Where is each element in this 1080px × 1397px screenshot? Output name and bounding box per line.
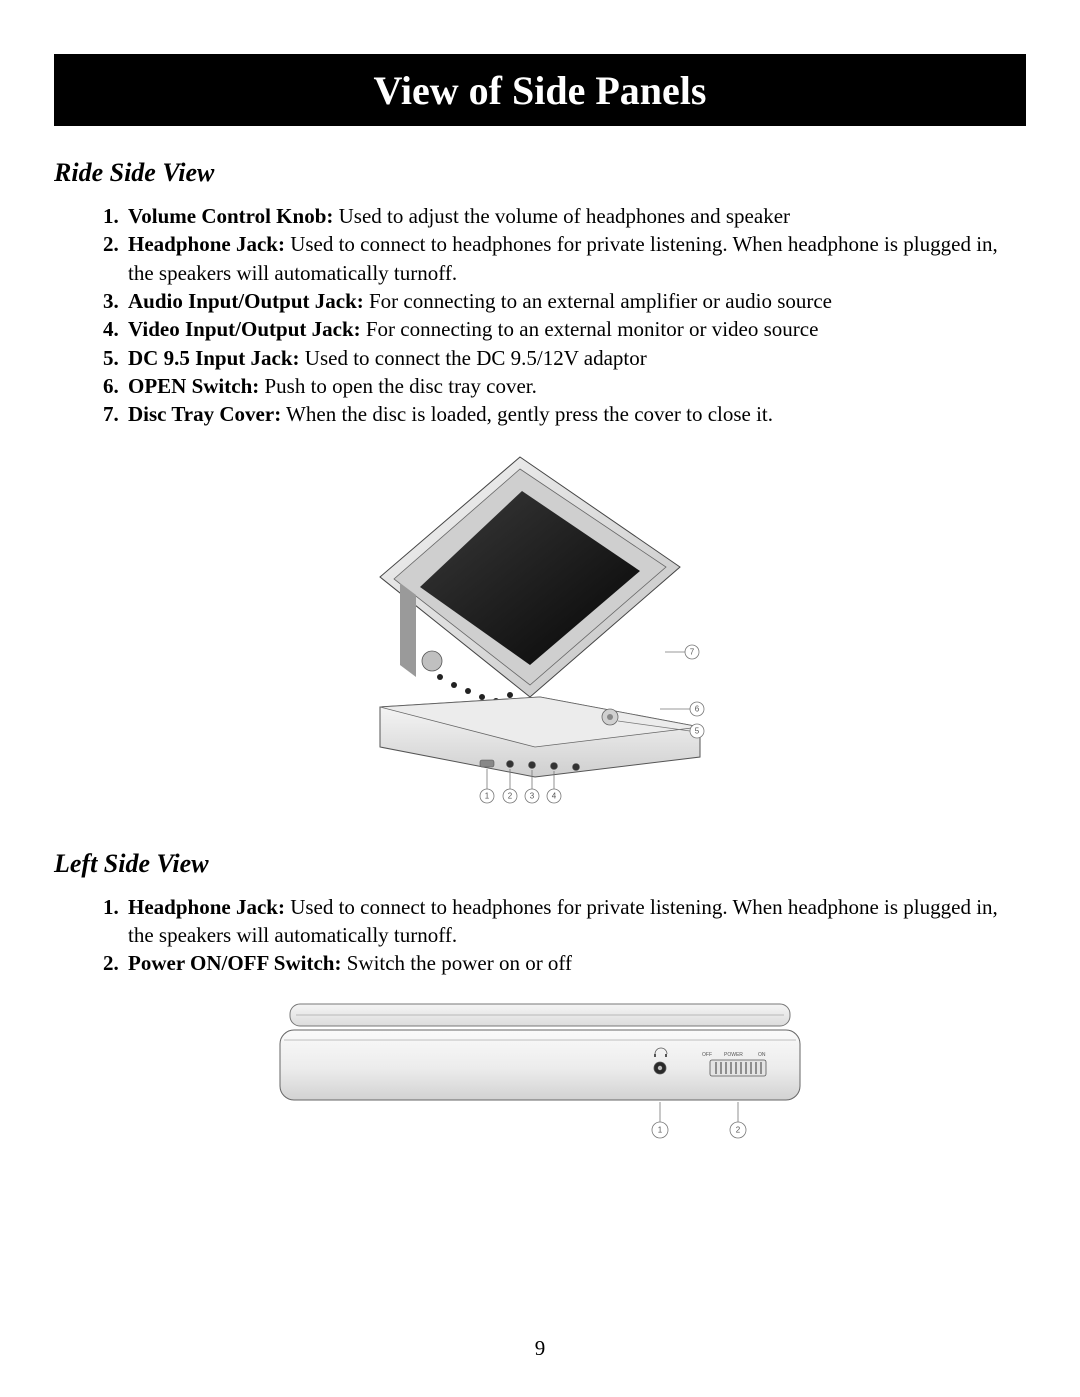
list-item: Disc Tray Cover: When the disc is loaded… [124, 400, 1026, 428]
term: Disc Tray Cover: [128, 402, 281, 426]
switch-label-on: ON [758, 1052, 766, 1058]
callout-4: 4 [552, 791, 557, 800]
right-side-feature-list: Volume Control Knob: Used to adjust the … [54, 202, 1026, 429]
callout-1: 1 [658, 1125, 663, 1134]
callout-2: 2 [736, 1125, 741, 1134]
desc: For connecting to an external monitor or… [361, 317, 819, 341]
term: OPEN Switch: [128, 374, 259, 398]
callout-7: 7 [690, 647, 695, 656]
callout-1: 1 [485, 791, 490, 800]
desc: For connecting to an external amplifier … [364, 289, 832, 313]
term: Video Input/Output Jack: [128, 317, 361, 341]
term: Headphone Jack: [128, 232, 285, 256]
left-side-figure: OFF POWER ON 1 2 [54, 996, 1026, 1156]
desc: Used to adjust the volume of headphones … [333, 204, 790, 228]
list-item: Headphone Jack: Used to connect to headp… [124, 230, 1026, 287]
list-item: DC 9.5 Input Jack: Used to connect the D… [124, 344, 1026, 372]
callout-5: 5 [695, 726, 700, 735]
callout-6: 6 [695, 704, 700, 713]
term: Headphone Jack: [128, 895, 285, 919]
section-heading-right-side: Ride Side View [54, 158, 1026, 188]
list-item: OPEN Switch: Push to open the disc tray … [124, 372, 1026, 400]
page-title: View of Side Panels [374, 67, 707, 114]
list-item: Volume Control Knob: Used to adjust the … [124, 202, 1026, 230]
desc: When the disc is loaded, gently press th… [281, 402, 773, 426]
term: Audio Input/Output Jack: [128, 289, 364, 313]
product-illustration-side: OFF POWER ON 1 2 [260, 996, 820, 1156]
list-item: Video Input/Output Jack: For connecting … [124, 315, 1026, 343]
desc: Switch the power on or off [341, 951, 572, 975]
page-title-bar: View of Side Panels [54, 54, 1026, 126]
product-illustration-isometric: 7 6 5 1 2 3 4 [360, 447, 720, 817]
desc: Push to open the disc tray cover. [259, 374, 537, 398]
term: Volume Control Knob: [128, 204, 333, 228]
term: DC 9.5 Input Jack: [128, 346, 300, 370]
right-side-figure: 7 6 5 1 2 3 4 [54, 447, 1026, 817]
section-heading-left-side: Left Side View [54, 849, 1026, 879]
term: Power ON/OFF Switch: [128, 951, 341, 975]
left-side-feature-list: Headphone Jack: Used to connect to headp… [54, 893, 1026, 978]
callout-2: 2 [508, 791, 513, 800]
desc: Used to connect the DC 9.5/12V adaptor [300, 346, 647, 370]
switch-label-off: OFF [702, 1052, 712, 1058]
callout-3: 3 [530, 791, 535, 800]
switch-label-power: POWER [724, 1052, 743, 1058]
list-item: Power ON/OFF Switch: Switch the power on… [124, 949, 1026, 977]
page-number: 9 [0, 1336, 1080, 1361]
list-item: Audio Input/Output Jack: For connecting … [124, 287, 1026, 315]
list-item: Headphone Jack: Used to connect to headp… [124, 893, 1026, 950]
